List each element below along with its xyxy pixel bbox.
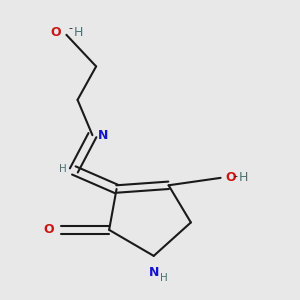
Text: H: H xyxy=(74,26,83,40)
Text: -: - xyxy=(234,171,238,181)
Text: -: - xyxy=(68,23,72,33)
Text: H: H xyxy=(239,171,248,184)
Text: N: N xyxy=(98,129,108,142)
Text: O: O xyxy=(44,224,54,236)
Text: H: H xyxy=(160,273,168,283)
Text: N: N xyxy=(148,266,159,279)
Text: H: H xyxy=(59,164,67,174)
Text: O: O xyxy=(50,26,61,40)
Text: O: O xyxy=(225,171,236,184)
